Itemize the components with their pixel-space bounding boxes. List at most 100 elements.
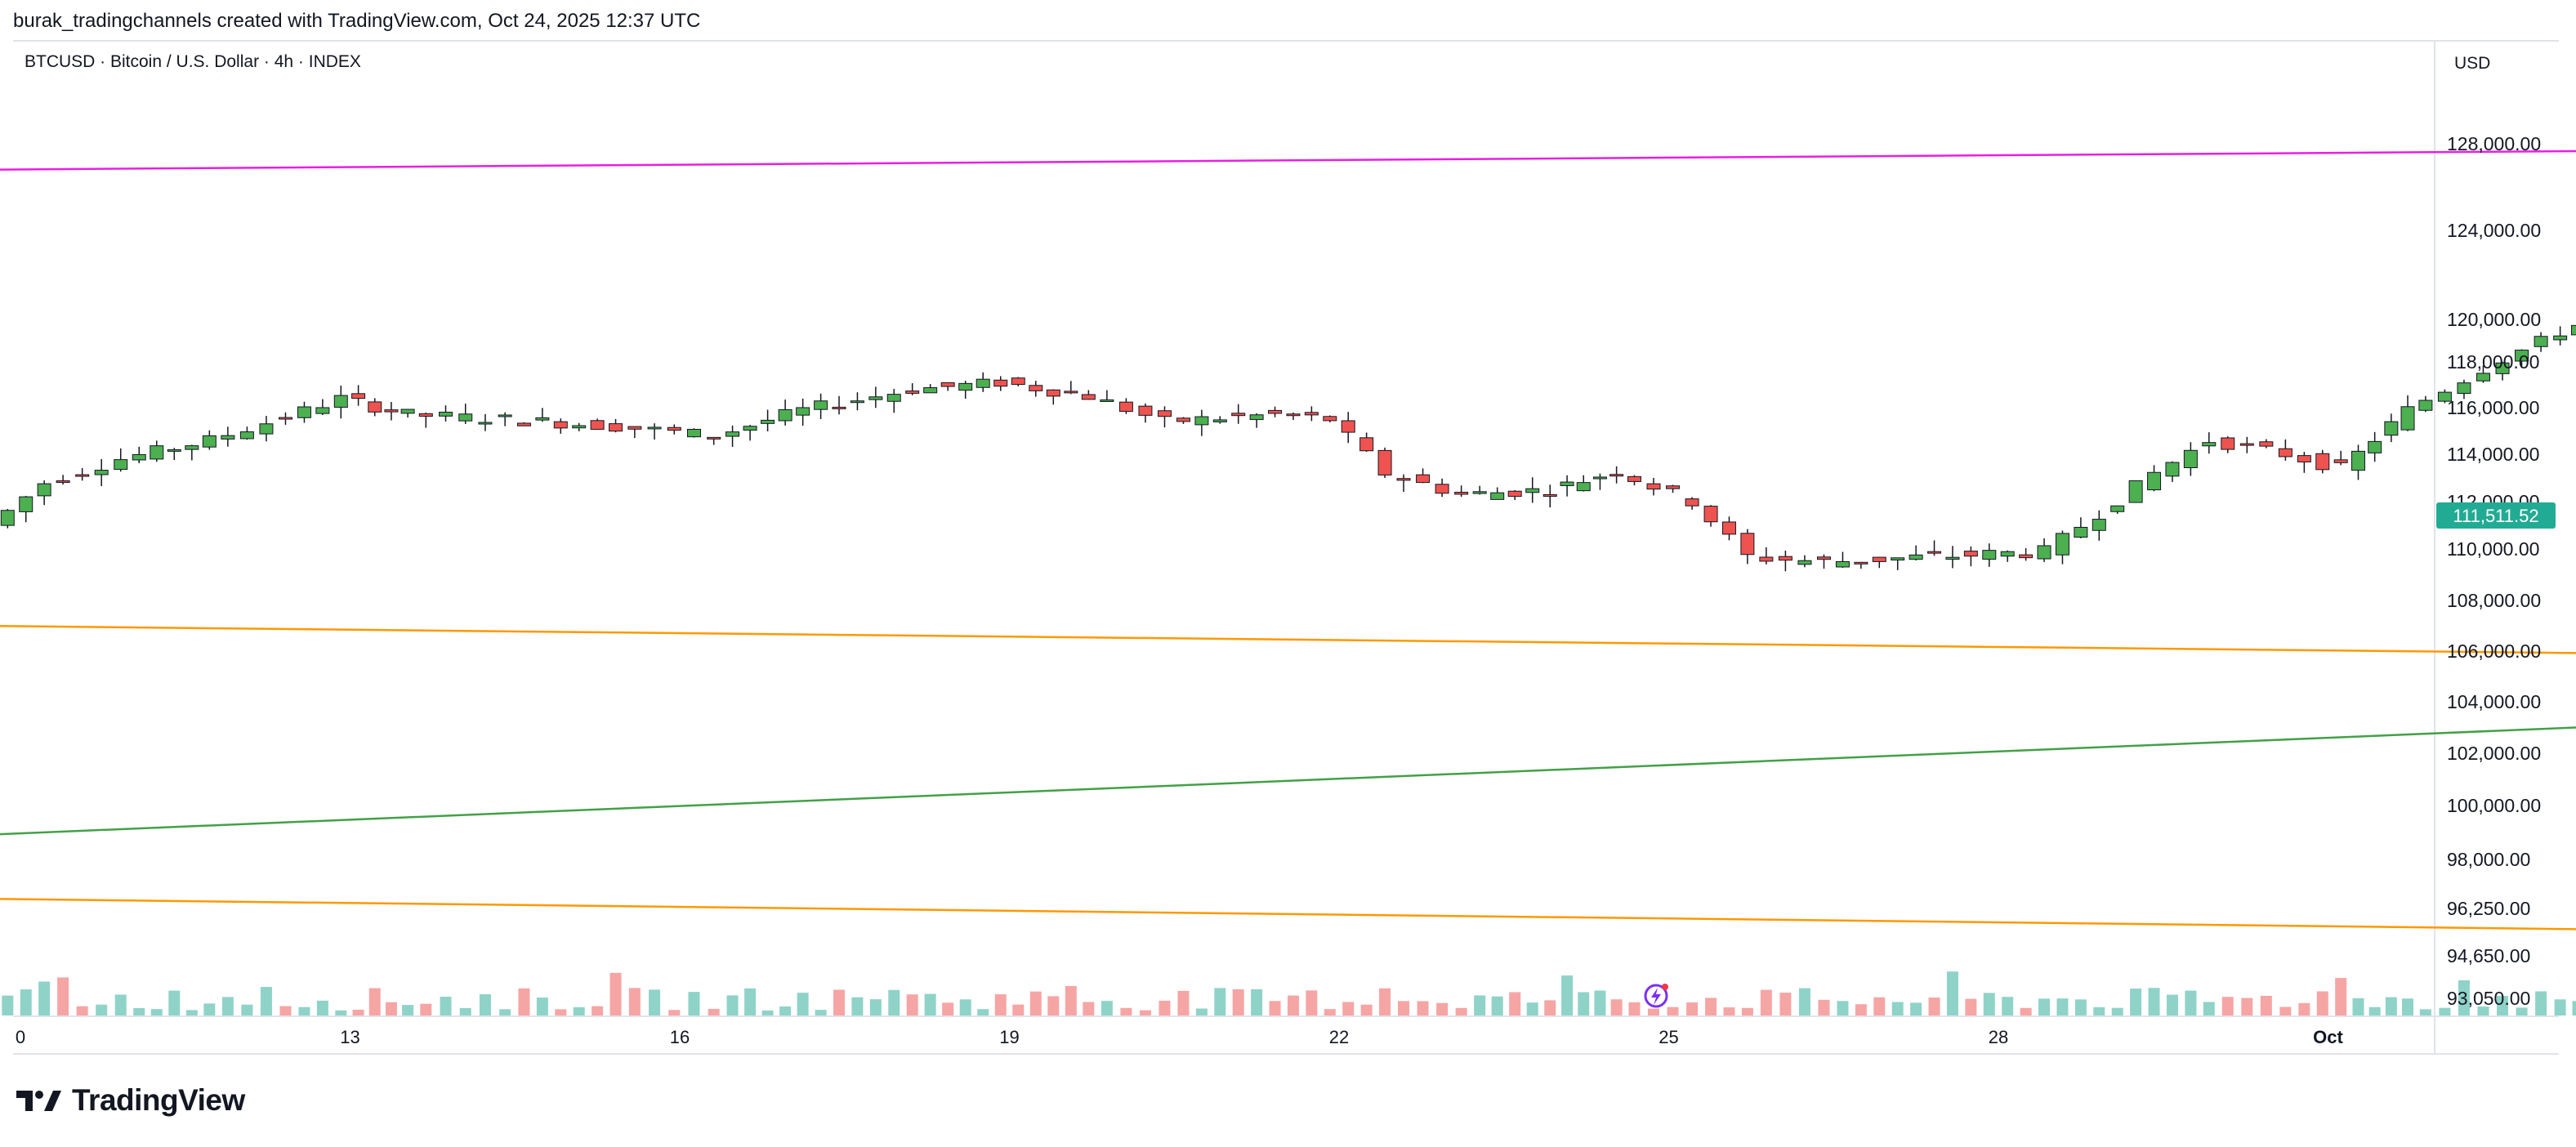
time-tick-label: 28 xyxy=(1989,1027,2008,1047)
candle-body xyxy=(2476,373,2490,382)
volume-bar xyxy=(1324,1009,1336,1015)
candle-body xyxy=(1835,560,1850,568)
candle-body xyxy=(1982,550,1997,560)
volume-bar xyxy=(2093,1006,2105,1015)
volume-bar xyxy=(1723,1007,1735,1015)
volume-bar xyxy=(688,992,700,1015)
candle-body xyxy=(2092,519,2106,531)
volume-bar xyxy=(959,999,971,1015)
candle-body xyxy=(1490,492,1505,500)
candle-body xyxy=(1454,492,1469,495)
volume-bar xyxy=(1342,1002,1355,1015)
candle-body xyxy=(278,417,292,420)
volume-bar xyxy=(1855,1004,1867,1015)
candle-body xyxy=(1759,556,1774,562)
volume-bar xyxy=(2130,989,2142,1015)
volume-bar xyxy=(479,993,491,1015)
volume-bar xyxy=(1491,996,1503,1015)
candle-body xyxy=(2437,391,2452,402)
candle-body xyxy=(56,480,70,484)
candle-body xyxy=(1963,551,1978,557)
candle-body xyxy=(958,382,973,391)
candle-body xyxy=(315,407,330,414)
time-axis[interactable]: 0131619222528Oct4710131619222528Nov47101… xyxy=(16,1027,2576,1047)
candle-body xyxy=(590,420,605,431)
candle-body xyxy=(351,393,366,399)
price-tick-label: 96,250.00 xyxy=(2447,898,2530,919)
lightning-icon[interactable] xyxy=(1644,984,1668,1008)
candle-body xyxy=(2259,441,2274,447)
candle-body xyxy=(1011,377,1025,386)
candle-body xyxy=(850,400,864,404)
time-tick-label: 16 xyxy=(670,1027,690,1047)
volume-bar xyxy=(888,989,900,1015)
candle-body xyxy=(1472,491,1487,494)
volume-bar xyxy=(221,997,234,1015)
volume-bar xyxy=(779,1006,792,1015)
candle-body xyxy=(75,474,90,477)
candle-body xyxy=(1685,498,1699,507)
volume-bar xyxy=(744,988,757,1015)
candle-body xyxy=(1081,394,1096,400)
volume-bar xyxy=(1648,1008,1660,1015)
candle-body xyxy=(2515,350,2529,362)
candle-body xyxy=(2128,480,2143,503)
candle-body xyxy=(114,459,128,471)
candle-body xyxy=(2384,421,2399,436)
candle-body xyxy=(2534,336,2548,347)
volume-bar xyxy=(279,1006,292,1015)
volume-bar xyxy=(1578,992,1590,1015)
symbol-title[interactable]: BTCUSD · Bitcoin / U.S. Dollar · 4h · IN… xyxy=(25,52,361,71)
candle-body xyxy=(975,378,990,388)
candle-body xyxy=(2037,545,2051,560)
tradingview-wordmark: TradingView xyxy=(72,1083,245,1117)
volume-bar xyxy=(942,1002,954,1015)
volume-bar xyxy=(1667,1006,1679,1015)
candle-body xyxy=(1249,414,1264,421)
candle-body xyxy=(1721,521,1736,535)
volume-bar xyxy=(815,1010,827,1015)
volume-bar xyxy=(2020,1007,2032,1015)
volume-bar xyxy=(2221,997,2234,1015)
volume-bar xyxy=(76,1006,88,1015)
volume-bar xyxy=(1379,988,1391,1015)
candle-body xyxy=(1359,437,1374,452)
candle-body xyxy=(1212,419,1227,422)
volume-bar xyxy=(1779,993,1792,1015)
volume-bar xyxy=(2335,978,2347,1015)
volume-bar xyxy=(2402,998,2414,1015)
candle-body xyxy=(1797,560,1812,565)
volume-bar xyxy=(977,1009,989,1015)
volume-bar xyxy=(499,1009,511,1015)
candle-body xyxy=(2165,462,2180,477)
candle-body xyxy=(1138,405,1153,416)
volume-bar xyxy=(316,1000,328,1015)
volume-bar xyxy=(994,994,1007,1015)
candle-body xyxy=(535,417,550,421)
candlestick-series xyxy=(0,324,2576,572)
volume-bar xyxy=(1436,1002,1449,1015)
candle-body xyxy=(2333,459,2348,463)
volume-bar xyxy=(2554,999,2566,1015)
candle-body xyxy=(1854,561,1868,565)
volume-bar xyxy=(628,988,641,1015)
volume-bar xyxy=(1837,1001,1849,1015)
volume-bar xyxy=(2111,1007,2123,1015)
volume-bar xyxy=(1544,1000,1556,1015)
candle-body xyxy=(297,406,311,418)
currency-label[interactable]: USD xyxy=(2454,54,2491,73)
volume-bar xyxy=(2477,1006,2489,1015)
price-chart[interactable]: 128,000.00 124,000.00 120,000.00 118,000.00… xyxy=(0,0,2576,1062)
current-price-tag xyxy=(2436,502,2556,529)
volume-bar xyxy=(368,988,381,1015)
candle-body xyxy=(150,445,164,460)
candle-body xyxy=(1176,417,1190,422)
volume-bar xyxy=(1509,992,1521,1015)
volume-bar xyxy=(2368,1006,2381,1015)
candle-body xyxy=(868,396,883,400)
volume-bar xyxy=(402,1005,414,1015)
candle-body xyxy=(1194,416,1209,426)
candle-body xyxy=(132,453,146,461)
price-axis[interactable]: 128,000.00 124,000.00 120,000.00 118,000.00… xyxy=(2447,133,2541,1009)
candle-body xyxy=(1560,481,1574,486)
